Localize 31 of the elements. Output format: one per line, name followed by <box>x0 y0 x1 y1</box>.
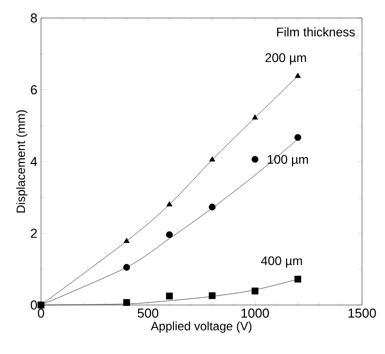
point <box>208 204 216 210</box>
y-axis-title: Displacement (mm) <box>16 110 28 213</box>
y-tick-label: 0 <box>30 300 37 310</box>
point <box>294 72 301 78</box>
x-tick-label: 1500 <box>348 308 376 318</box>
point <box>166 231 173 238</box>
x-axis-title: Applied voltage (V) <box>150 322 252 333</box>
series-label: 400 µm <box>261 256 302 268</box>
series-label: 200 µm <box>265 53 306 65</box>
series-label: 100 µm <box>268 154 308 166</box>
annotation: Film thickness <box>277 27 355 36</box>
point <box>123 264 130 271</box>
point <box>294 276 302 283</box>
point <box>38 302 44 308</box>
point <box>123 299 130 306</box>
point <box>166 292 173 300</box>
y-tick-label: 6 <box>30 85 37 94</box>
point <box>209 156 216 162</box>
point <box>252 156 258 163</box>
y-tick-label: 4 <box>30 157 38 166</box>
y-tick-label: 2 <box>30 228 37 238</box>
point <box>252 288 258 294</box>
x-tick-label: 0 <box>38 308 44 318</box>
point <box>124 238 130 243</box>
y-tick-label: 8 <box>30 13 37 23</box>
x-tick-label: 500 <box>138 308 158 318</box>
point <box>252 114 258 120</box>
point <box>208 292 216 300</box>
point <box>166 201 172 206</box>
point <box>294 134 302 141</box>
x-tick-label: 1000 <box>242 308 269 318</box>
